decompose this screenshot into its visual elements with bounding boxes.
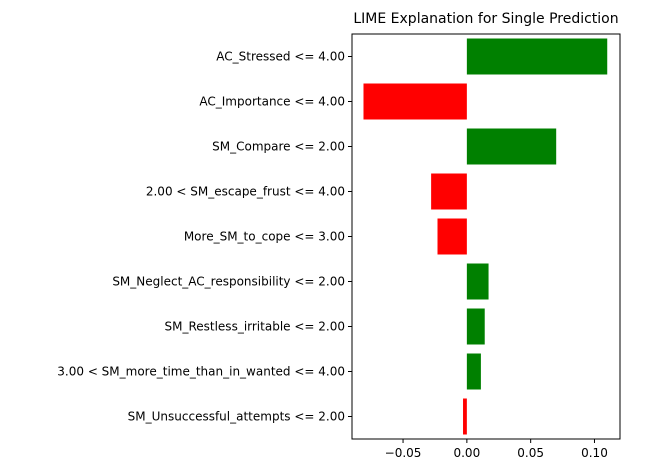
x-tick-label-2: 0.05 (517, 446, 544, 460)
x-tick-label-1: 0.00 (453, 446, 480, 460)
y-tick-label-6: SM_Restless_irritable <= 2.00 (164, 320, 345, 334)
bar-2 (466, 128, 557, 165)
bar-7 (466, 353, 481, 390)
plot-frame (351, 33, 621, 440)
y-tick-label-5: SM_Neglect_AC_responsibility <= 2.00 (112, 275, 345, 289)
y-tick-label-2: SM_Compare <= 2.00 (212, 140, 345, 154)
chart-title: LIME Explanation for Single Prediction (353, 11, 618, 27)
bar-1 (363, 83, 467, 120)
y-tick-label-4: More_SM_to_cope <= 3.00 (184, 230, 345, 244)
y-tick-label-7: 3.00 < SM_more_time_than_in_wanted <= 4.… (57, 365, 345, 379)
bar-4 (437, 218, 467, 255)
bar-3 (431, 173, 467, 210)
x-axis: −0.05 0.00 0.05 0.10 (385, 439, 608, 460)
y-tick-label-3: 2.00 < SM_escape_frust <= 4.00 (146, 185, 345, 199)
bar-8 (463, 398, 467, 435)
bar-0 (466, 38, 608, 75)
y-axis: AC_Stressed <= 4.00 AC_Importance <= 4.00… (57, 50, 352, 424)
y-tick-label-0: AC_Stressed <= 4.00 (216, 50, 345, 64)
bar-5 (466, 263, 489, 300)
bar-6 (466, 308, 485, 345)
y-tick-label-1: AC_Importance <= 4.00 (199, 95, 345, 109)
x-tick-label-0: −0.05 (385, 446, 422, 460)
y-tick-label-8: SM_Unsuccessful_attempts <= 2.00 (128, 410, 345, 424)
bars-group (363, 38, 608, 435)
x-tick-label-3: 0.10 (581, 446, 608, 460)
